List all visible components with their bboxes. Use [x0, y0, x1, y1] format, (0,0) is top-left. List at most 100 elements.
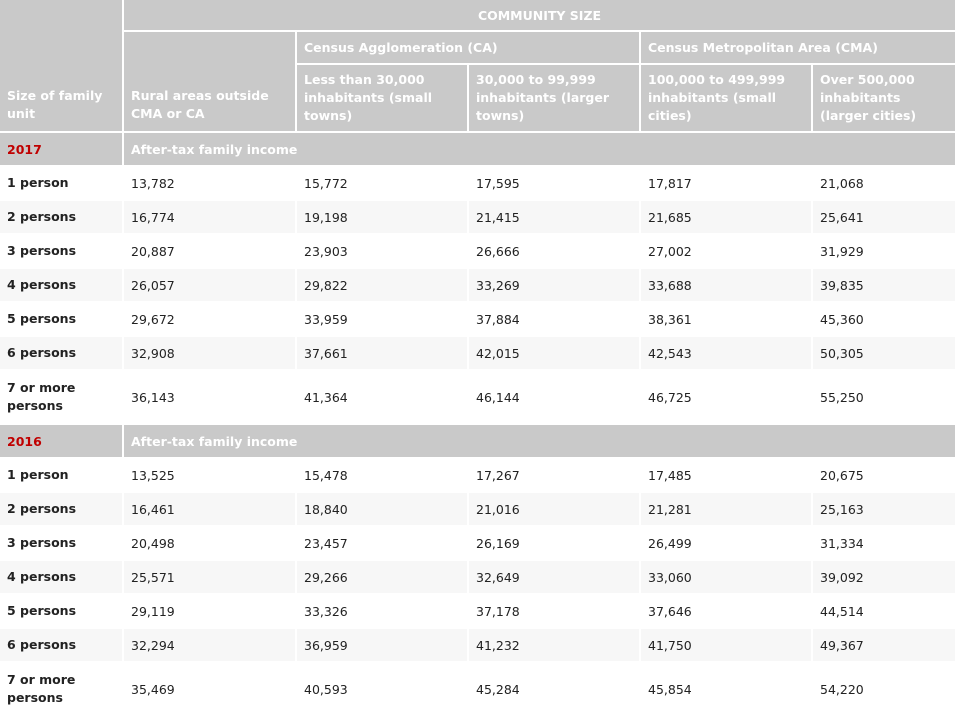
table-cell: 32,649: [468, 560, 641, 595]
table-cell: 45,284: [468, 662, 641, 717]
family-size-label: 3 persons: [0, 526, 124, 561]
section-rows: 1 person 13,782 15,772 17,595 17,817 21,068 2…: [0, 166, 955, 425]
table-cell: 46,725: [640, 370, 813, 425]
table-row: 4 persons 26,057 29,822 33,269 33,688 39,835: [0, 268, 955, 303]
small-cities-header: 100,000 to 499,999 inhabitants (small ci…: [640, 64, 813, 133]
table-cell: 17,267: [468, 458, 641, 493]
table-cell: 26,499: [640, 526, 813, 561]
table-row: 4 persons 25,571 29,266 32,649 33,060 39,092: [0, 560, 955, 595]
table-cell: 33,269: [468, 268, 641, 303]
table-cell: 18,840: [296, 492, 469, 527]
section-year: 2016: [0, 424, 124, 459]
table-cell: 41,364: [296, 370, 469, 425]
table-cell: 19,198: [296, 200, 469, 235]
table-cell: 41,232: [468, 628, 641, 663]
table-cell: 23,903: [296, 234, 469, 269]
table-cell: 17,595: [468, 166, 641, 201]
table-row: 1 person 13,782 15,772 17,595 17,817 21,068: [0, 166, 955, 201]
table-row: 2 persons 16,461 18,840 21,016 21,281 25,163: [0, 492, 955, 527]
table-cell: 29,672: [123, 302, 297, 337]
larger-cities-header: Over 500,000 inhabitants (larger cities): [812, 64, 955, 133]
table-cell: 27,002: [640, 234, 813, 269]
family-size-label: 4 persons: [0, 268, 124, 303]
table-cell: 54,220: [812, 662, 955, 717]
table-row: 6 persons 32,294 36,959 41,232 41,750 49,367: [0, 628, 955, 663]
table-cell: 37,178: [468, 594, 641, 629]
table-cell: 15,478: [296, 458, 469, 493]
size-of-family-unit-header: Size of family unit: [0, 0, 124, 133]
table-cell: 26,666: [468, 234, 641, 269]
family-size-label: 1 person: [0, 458, 124, 493]
table-cell: 21,016: [468, 492, 641, 527]
table-cell: 41,750: [640, 628, 813, 663]
table-cell: 44,514: [812, 594, 955, 629]
table-cell: 21,685: [640, 200, 813, 235]
table-cell: 31,334: [812, 526, 955, 561]
family-size-label: 5 persons: [0, 302, 124, 337]
census-metropolitan-area-header: Census Metropolitan Area (CMA): [640, 31, 955, 65]
family-size-label: 4 persons: [0, 560, 124, 595]
table-cell: 20,887: [123, 234, 297, 269]
table-cell: 37,646: [640, 594, 813, 629]
table-cell: 42,015: [468, 336, 641, 371]
table-cell: 39,835: [812, 268, 955, 303]
table-cell: 36,959: [296, 628, 469, 663]
table-cell: 17,817: [640, 166, 813, 201]
table-cell: 23,457: [296, 526, 469, 561]
family-size-label: 2 persons: [0, 492, 124, 527]
table-row: 3 persons 20,498 23,457 26,169 26,499 31,334: [0, 526, 955, 561]
section-header-row: 2017 After-tax family income: [0, 132, 955, 167]
table-cell: 13,782: [123, 166, 297, 201]
table-cell: 49,367: [812, 628, 955, 663]
table-cell: 37,661: [296, 336, 469, 371]
table-row: 1 person 13,525 15,478 17,267 17,485 20,675: [0, 458, 955, 493]
table-cell: 33,060: [640, 560, 813, 595]
table-cell: 20,498: [123, 526, 297, 561]
table-row: 7 or more persons 35,469 40,593 45,284 45,85…: [0, 662, 955, 717]
small-towns-header: Less than 30,000 inhabitants (small town…: [296, 64, 469, 133]
table-cell: 16,461: [123, 492, 297, 527]
table-cell: 42,543: [640, 336, 813, 371]
table-body: 2017 After-tax family income: [0, 132, 955, 167]
table-row: 5 persons 29,119 33,326 37,178 37,646 44,514: [0, 594, 955, 629]
family-size-label: 5 persons: [0, 594, 124, 629]
table-cell: 17,485: [640, 458, 813, 493]
table-cell: 45,360: [812, 302, 955, 337]
table-cell: 40,593: [296, 662, 469, 717]
table-cell: 45,854: [640, 662, 813, 717]
census-agglomeration-header: Census Agglomeration (CA): [296, 31, 641, 65]
table-cell: 29,119: [123, 594, 297, 629]
rural-areas-header: Rural areas outside CMA or CA: [123, 31, 297, 133]
table-row: 2 persons 16,774 19,198 21,415 21,685 25,641: [0, 200, 955, 235]
table-cell: 29,822: [296, 268, 469, 303]
family-size-label: 6 persons: [0, 336, 124, 371]
table-cell: 16,774: [123, 200, 297, 235]
table-cell: 33,959: [296, 302, 469, 337]
table-cell: 26,169: [468, 526, 641, 561]
family-size-label: 7 or more persons: [0, 370, 124, 425]
table-row: 6 persons 32,908 37,661 42,015 42,543 50,305: [0, 336, 955, 371]
table-cell: 21,068: [812, 166, 955, 201]
family-size-label: 2 persons: [0, 200, 124, 235]
table-header: Size of family unit COMMUNITY SIZE Rural…: [0, 0, 955, 133]
table-cell: 31,929: [812, 234, 955, 269]
table-cell: 50,305: [812, 336, 955, 371]
table-cell: 26,057: [123, 268, 297, 303]
table-cell: 20,675: [812, 458, 955, 493]
table-cell: 46,144: [468, 370, 641, 425]
table-cell: 15,772: [296, 166, 469, 201]
table-cell: 36,143: [123, 370, 297, 425]
family-size-label: 3 persons: [0, 234, 124, 269]
table-cell: 21,281: [640, 492, 813, 527]
table-cell: 37,884: [468, 302, 641, 337]
table-cell: 29,266: [296, 560, 469, 595]
table-cell: 21,415: [468, 200, 641, 235]
section-rows: 1 person 13,525 15,478 17,267 17,485 20,675 2…: [0, 458, 955, 717]
table-body: 2016 After-tax family income: [0, 424, 955, 459]
table-row: 3 persons 20,887 23,903 26,666 27,002 31,929: [0, 234, 955, 269]
table-cell: 55,250: [812, 370, 955, 425]
table-cell: 38,361: [640, 302, 813, 337]
section-year: 2017: [0, 132, 124, 167]
family-size-label: 6 persons: [0, 628, 124, 663]
